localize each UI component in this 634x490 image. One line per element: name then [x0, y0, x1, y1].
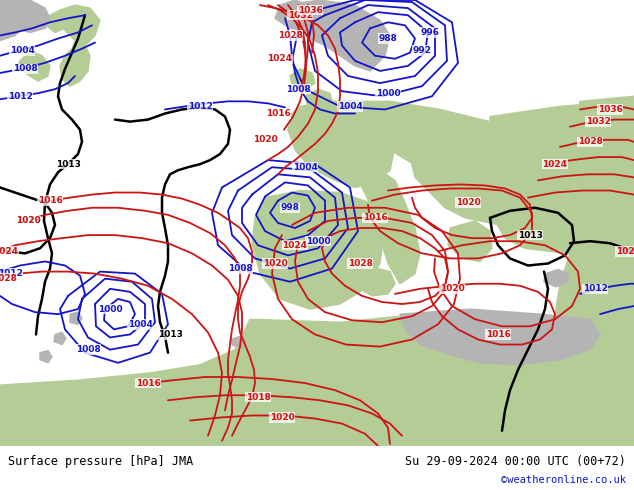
Polygon shape — [230, 337, 246, 347]
Text: 1036: 1036 — [297, 5, 323, 15]
Text: 996: 996 — [420, 28, 439, 37]
Polygon shape — [0, 0, 25, 41]
Text: 1013: 1013 — [517, 231, 543, 240]
Polygon shape — [288, 101, 395, 188]
Polygon shape — [490, 162, 634, 258]
Text: Su 29-09-2024 00:00 UTC (00+72): Su 29-09-2024 00:00 UTC (00+72) — [405, 455, 626, 468]
Polygon shape — [0, 0, 50, 32]
Text: 1000: 1000 — [306, 237, 330, 245]
Text: 1024: 1024 — [543, 160, 567, 169]
Polygon shape — [58, 5, 100, 46]
Text: Surface pressure [hPa] JMA: Surface pressure [hPa] JMA — [8, 455, 193, 468]
Polygon shape — [285, 0, 390, 71]
Text: 102: 102 — [616, 247, 634, 256]
Text: 1008: 1008 — [13, 64, 37, 74]
Text: 1012: 1012 — [583, 284, 607, 294]
Text: 1016: 1016 — [136, 379, 160, 388]
Text: 1020: 1020 — [252, 135, 278, 145]
Text: 1032: 1032 — [586, 117, 611, 126]
Polygon shape — [400, 309, 600, 365]
Polygon shape — [330, 101, 530, 177]
Text: 1008: 1008 — [75, 345, 100, 354]
Text: 1013: 1013 — [16, 217, 41, 225]
Text: 1008: 1008 — [228, 264, 252, 273]
Text: 1028: 1028 — [278, 31, 302, 40]
Text: 1013: 1013 — [56, 160, 81, 169]
Polygon shape — [448, 221, 492, 262]
Polygon shape — [544, 270, 568, 287]
Text: 1036: 1036 — [598, 105, 623, 114]
Text: 1004: 1004 — [337, 102, 363, 111]
Text: 1028: 1028 — [578, 137, 602, 147]
Text: 988: 988 — [378, 34, 398, 43]
Text: 1012: 1012 — [188, 102, 212, 111]
Polygon shape — [290, 69, 315, 89]
Text: 1020: 1020 — [262, 259, 287, 268]
Polygon shape — [40, 351, 52, 363]
Polygon shape — [330, 218, 355, 251]
Text: 998: 998 — [280, 203, 299, 212]
Text: 1016: 1016 — [266, 109, 290, 118]
Text: 1016: 1016 — [363, 213, 387, 222]
Polygon shape — [54, 332, 66, 344]
Polygon shape — [356, 269, 395, 296]
Polygon shape — [0, 314, 634, 446]
Text: 992: 992 — [413, 46, 432, 55]
Text: 1016: 1016 — [37, 196, 62, 205]
Text: 1013: 1013 — [158, 330, 183, 339]
Text: 1020: 1020 — [16, 217, 41, 225]
Text: 1024: 1024 — [283, 241, 307, 250]
Text: 1028: 1028 — [0, 274, 16, 283]
Text: 1032: 1032 — [288, 11, 313, 20]
Polygon shape — [555, 96, 634, 360]
Polygon shape — [333, 193, 351, 217]
Text: 1024: 1024 — [268, 54, 292, 63]
Text: 1000: 1000 — [376, 89, 400, 98]
Polygon shape — [252, 191, 385, 309]
Text: 1012: 1012 — [8, 92, 32, 101]
Polygon shape — [46, 10, 68, 32]
Text: 1012: 1012 — [0, 269, 22, 278]
Text: 1020: 1020 — [456, 198, 481, 207]
Text: 1004: 1004 — [10, 46, 34, 55]
Text: ©weatheronline.co.uk: ©weatheronline.co.uk — [501, 475, 626, 485]
Text: 1004: 1004 — [127, 320, 152, 329]
Text: 1016: 1016 — [486, 330, 510, 339]
Text: 1000: 1000 — [98, 305, 122, 314]
Polygon shape — [490, 101, 634, 218]
Polygon shape — [410, 152, 545, 228]
Text: 1028: 1028 — [347, 259, 372, 268]
Polygon shape — [60, 41, 90, 86]
Polygon shape — [305, 89, 332, 109]
Text: 1020: 1020 — [269, 413, 294, 422]
Polygon shape — [70, 312, 82, 324]
Text: 1024: 1024 — [0, 247, 18, 256]
Polygon shape — [275, 0, 315, 30]
Polygon shape — [18, 50, 50, 81]
Polygon shape — [362, 170, 420, 284]
Text: 1004: 1004 — [292, 163, 318, 172]
Text: 1018: 1018 — [245, 393, 271, 402]
Text: 1020: 1020 — [439, 284, 464, 294]
Text: 1008: 1008 — [286, 85, 311, 94]
